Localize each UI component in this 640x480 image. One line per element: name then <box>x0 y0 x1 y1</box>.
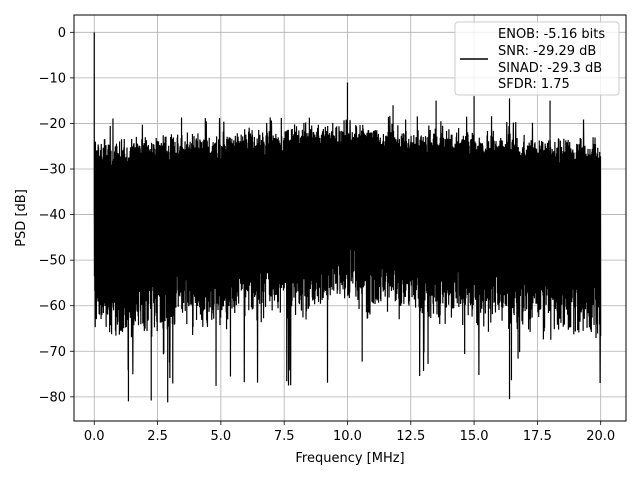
x-tick-label: 5.0 <box>211 429 232 444</box>
x-axis-ticks: 0.0 2.5 5.0 7.5 10.0 12.5 15.0 17.5 20.0 <box>84 421 615 444</box>
y-tick-label: −50 <box>39 254 66 269</box>
y-tick-label: 0 <box>58 26 66 41</box>
legend-enob: ENOB: -5.16 bits <box>498 27 605 42</box>
x-tick-label: 0.0 <box>84 429 105 444</box>
y-tick-label: −10 <box>39 71 66 86</box>
psd-series-line <box>93 32 602 403</box>
legend-snr: SNR: -29.29 dB <box>498 44 596 59</box>
legend: ENOB: -5.16 bits SNR: -29.29 dB SINAD: -… <box>454 21 620 96</box>
x-tick-label: 20.0 <box>586 429 615 444</box>
x-axis-label: Frequency [MHz] <box>295 451 404 466</box>
legend-box <box>454 21 620 96</box>
x-tick-label: 17.5 <box>523 429 552 444</box>
plot-area <box>93 32 602 403</box>
y-tick-label: −80 <box>39 390 66 405</box>
y-tick-label: −30 <box>39 163 66 178</box>
y-tick-label: −40 <box>39 208 66 223</box>
legend-sinad: SINAD: -29.3 dB <box>498 61 602 76</box>
x-tick-label: 7.5 <box>274 429 295 444</box>
axes-frame <box>73 14 627 422</box>
x-tick-label: 12.5 <box>396 429 425 444</box>
x-tick-label: 15.0 <box>460 429 489 444</box>
x-tick-label: 10.0 <box>333 429 362 444</box>
y-tick-label: −20 <box>39 117 66 132</box>
y-axis-label: PSD [dB] <box>14 189 29 247</box>
x-tick-label: 2.5 <box>147 429 168 444</box>
y-tick-label: −70 <box>39 345 66 360</box>
legend-sfdr: SFDR: 1.75 <box>498 77 570 92</box>
y-axis-ticks: 0 −10 −20 −30 −40 −50 −60 −70 −80 <box>39 26 74 405</box>
y-tick-label: −60 <box>39 299 66 314</box>
